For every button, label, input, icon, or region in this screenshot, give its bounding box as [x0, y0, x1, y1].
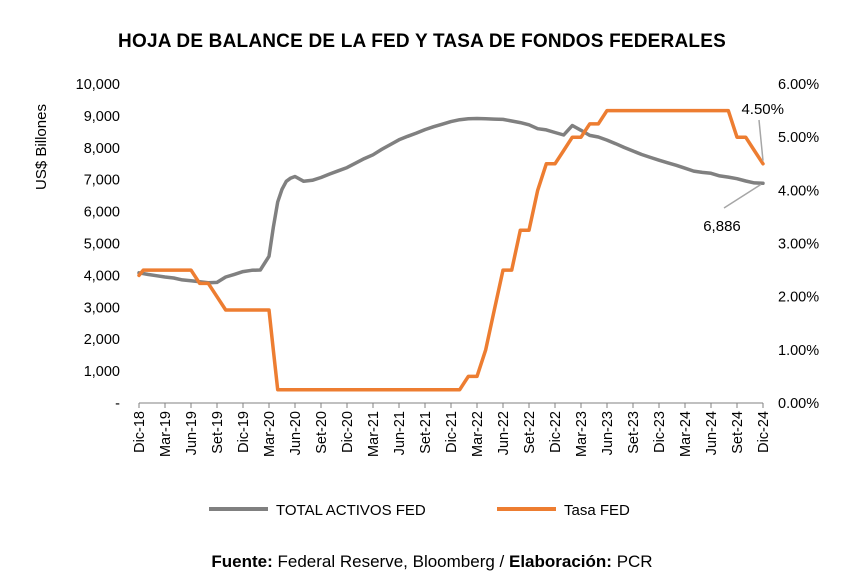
y2-tick-label: 6.00% — [778, 77, 819, 93]
y-axis-left: - 1,000 2,000 3,000 4,000 5,000 6,000 7,000 8,00… — [76, 77, 121, 412]
x-tick-label: Set-20 — [314, 411, 330, 454]
chart-title: HOJA DE BALANCE DE LA FED Y TASA DE FOND… — [118, 31, 726, 52]
x-tick-label: Set-23 — [626, 411, 642, 454]
x-tick-label: Mar-20 — [262, 411, 278, 457]
source-note: Fuente: Federal Reserve, Bloomberg / Ela… — [211, 552, 652, 571]
x-tick-label: Set-22 — [522, 411, 538, 454]
x-tick-label: Set-21 — [418, 411, 434, 454]
y-tick-label: 10,000 — [76, 77, 120, 93]
x-axis: Dic-18 Mar-19 Jun-19 Set-19 Dic-19 Mar-20 Jun-… — [132, 403, 772, 457]
x-tick-label: Jun-22 — [496, 411, 512, 455]
y2-tick-label: 1.00% — [778, 343, 819, 359]
annotations: 4.50% 6,886 — [703, 101, 784, 235]
annotation-leader-rate — [758, 119, 764, 161]
y-tick-label: 1,000 — [84, 364, 120, 380]
series-line-tasa-fed — [137, 108, 765, 392]
x-tick-label: Jun-19 — [184, 411, 200, 455]
y2-tick-label: 4.00% — [778, 183, 819, 199]
y-tick-label: 8,000 — [84, 141, 120, 157]
series-line-total-activos — [137, 116, 765, 285]
x-tick-label: Dic-20 — [340, 411, 356, 453]
source-text-elaboracion: PCR — [612, 552, 653, 571]
x-tick-label: Jun-20 — [288, 411, 304, 455]
y-tick-label: - — [115, 396, 120, 412]
x-tick-label: Dic-23 — [652, 411, 668, 453]
y-tick-label: 2,000 — [84, 332, 120, 348]
x-tick-label: Set-19 — [210, 411, 226, 454]
source-label-fuente: Fuente: — [211, 552, 272, 571]
y2-tick-label: 2.00% — [778, 290, 819, 306]
x-tick-label: Dic-18 — [132, 411, 148, 453]
y-tick-label: 6,000 — [84, 205, 120, 221]
x-tick-label: Jun-21 — [392, 411, 408, 455]
legend-label-total-activos: TOTAL ACTIVOS FED — [276, 502, 426, 519]
x-tick-label: Dic-21 — [444, 411, 460, 453]
y-tick-label: 9,000 — [84, 109, 120, 125]
y2-tick-label: 0.00% — [778, 396, 819, 412]
annotation-assets-value: 6,886 — [703, 218, 741, 235]
x-tick-label: Mar-19 — [158, 411, 174, 457]
x-tick-label: Dic-22 — [548, 411, 564, 453]
y-tick-label: 3,000 — [84, 300, 120, 316]
x-tick-label: Mar-24 — [678, 411, 694, 457]
x-tick-label: Mar-21 — [366, 411, 382, 457]
x-tick-label: Jun-23 — [600, 411, 616, 455]
x-tick-label: Jun-24 — [704, 411, 720, 455]
source-label-elaboracion: Elaboración: — [509, 552, 612, 571]
x-tick-label: Mar-22 — [470, 411, 486, 457]
y-tick-label: 5,000 — [84, 237, 120, 253]
y-axis-label: US$ Billones — [33, 104, 50, 190]
legend-label-tasa-fed: Tasa FED — [564, 502, 630, 519]
y2-tick-label: 5.00% — [778, 130, 819, 146]
annotation-leader-assets — [723, 183, 762, 209]
x-tick-label: Dic-24 — [756, 411, 772, 453]
x-tick-label: Set-24 — [730, 411, 746, 454]
x-tick-label: Dic-19 — [236, 411, 252, 453]
x-tick-label: Mar-23 — [574, 411, 590, 457]
y-tick-label: 7,000 — [84, 173, 120, 189]
series-layer — [137, 108, 765, 392]
y-tick-label: 4,000 — [84, 268, 120, 284]
source-text-fuente: Federal Reserve, Bloomberg / — [273, 552, 509, 571]
annotation-rate-value: 4.50% — [741, 101, 784, 118]
y-axis-right: 0.00% 1.00% 2.00% 3.00% 4.00% 5.00% 6.00% — [778, 77, 819, 412]
legend: TOTAL ACTIVOS FED Tasa FED — [209, 502, 630, 519]
y2-tick-label: 3.00% — [778, 237, 819, 253]
